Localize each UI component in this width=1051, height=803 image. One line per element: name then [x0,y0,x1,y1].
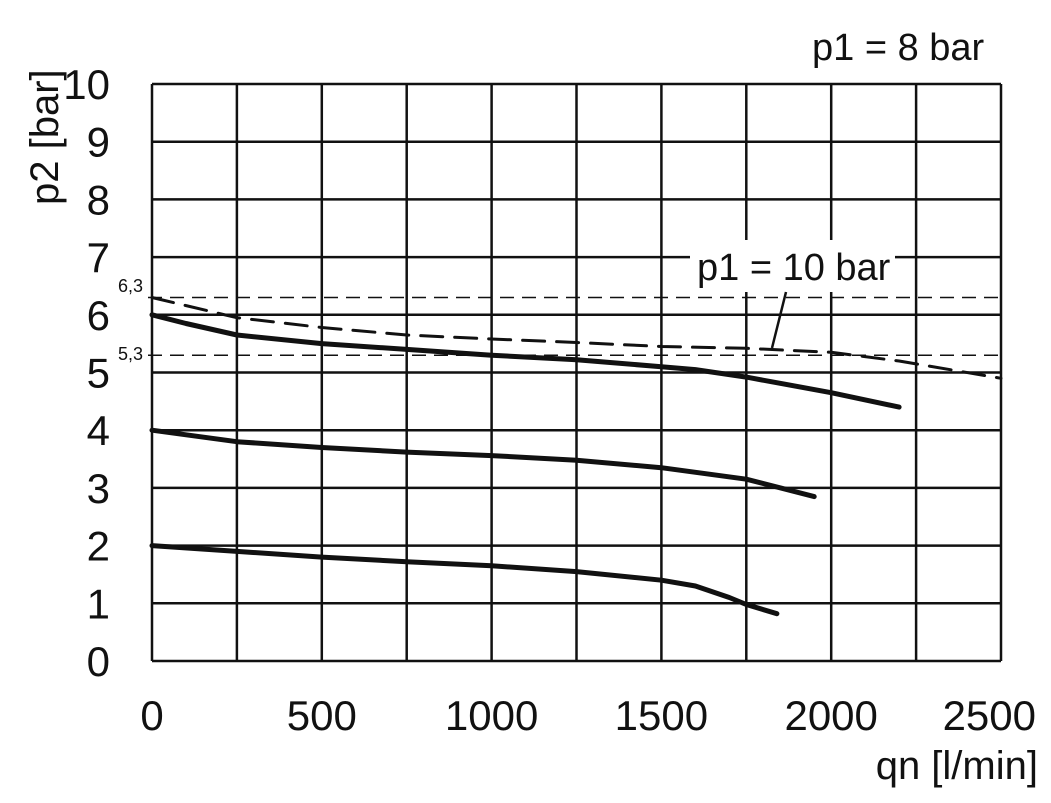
series-line-1 [149,312,902,410]
y-tick-label: 9 [87,119,110,166]
y-tick-label: 8 [87,176,110,223]
x-tick-label: 1000 [445,692,538,739]
ref-label-5-3: 5,3 [118,344,143,364]
annotation-p1-8: p1 = 8 bar [812,27,985,69]
x-tick-label: 2000 [784,692,877,739]
y-tick-label: 4 [87,407,110,454]
y-tick-label: 5 [87,350,110,397]
x-tick-label: 2500 [943,692,1036,739]
annotation-p1-10-leader [770,291,788,349]
y-tick-label: 0 [87,638,110,685]
tick-labels: 0 1 2 3 4 5 6 7 8 9 10 0 500 1000 1500 2000 2500 [63,61,1036,739]
annotation-p1-10: p1 = 10 bar [697,247,891,289]
x-tick-label: 0 [140,692,163,739]
series-line-3 [149,543,780,617]
series-group [149,296,1003,617]
x-axis-label: qn [l/min] [876,744,1038,788]
annotation-p1-10-background [690,240,895,292]
reference-lines [148,296,1001,356]
series-line-2 [149,427,817,500]
series-line-dashed [150,296,1003,380]
y-tick-label: 3 [87,465,110,512]
y-axis-label: p2 [bar] [23,69,67,205]
y-tick-label: 6 [87,292,110,339]
y-tick-label: 7 [87,234,110,281]
x-tick-label: 1500 [615,692,708,739]
grid [150,82,1003,663]
ref-label-6-3: 6,3 [118,276,143,296]
y-tick-label: 10 [63,61,110,108]
y-tick-label: 1 [87,580,110,627]
y-tick-label: 2 [87,523,110,570]
x-tick-label: 500 [287,692,357,739]
